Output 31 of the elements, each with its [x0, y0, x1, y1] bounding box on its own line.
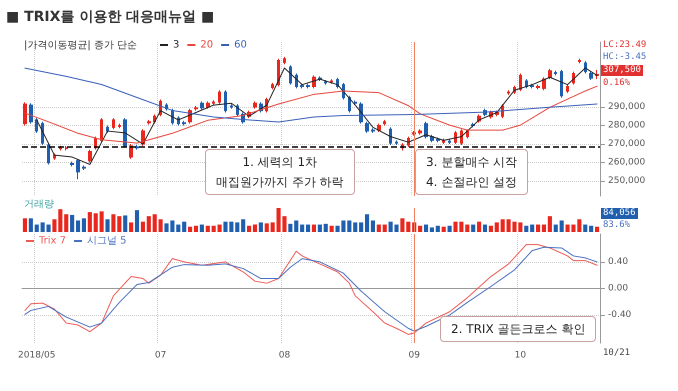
- annotation: 3. 분할매수 시작 4. 손절라인 설정: [415, 149, 528, 195]
- annotation: 2. TRIX 골든크로스 확인: [440, 316, 596, 342]
- legend-label: Trix 7: [38, 236, 66, 246]
- legend-label: 60: [234, 40, 247, 50]
- text: 307,500: [601, 65, 643, 76]
- chart-subtitle: |가격이동평균| 종가 단순: [24, 39, 138, 52]
- x-tick-label: 07: [154, 350, 166, 360]
- y-tick-label: -0.40: [608, 310, 632, 320]
- y-tick-label: 290,000: [608, 102, 646, 112]
- y-tick-label: 280,000: [608, 120, 646, 130]
- text: 0.16%: [603, 78, 630, 89]
- y-tick-label: 0.40: [608, 256, 628, 267]
- text: HC:-3.45: [603, 52, 646, 63]
- text: LC:23.49: [603, 40, 646, 51]
- chart-title: 거래량: [24, 198, 54, 211]
- legend-label: 20: [200, 40, 214, 50]
- chart-title: ■ TRIX를 이용한 대응매뉴얼 ■: [6, 8, 214, 26]
- y-tick-label: 0.00: [608, 284, 628, 294]
- legend-label: 시그널 5: [86, 236, 127, 246]
- x-tick-label: 09: [408, 350, 420, 360]
- legend-label: 3: [173, 40, 180, 50]
- text: 83.6%: [603, 220, 630, 231]
- y-tick-label: 250,000: [608, 176, 646, 186]
- x-tick-label: 10: [514, 350, 526, 360]
- annotation: 1. 세력의 1차 매집원가까지 주가 하락: [205, 149, 355, 195]
- x-tick-label: 08: [278, 350, 290, 360]
- x-tick-label: 2018/05: [18, 350, 56, 360]
- text: 84,056: [601, 208, 638, 219]
- text: 10/21: [603, 348, 630, 359]
- y-tick-label: 260,000: [608, 158, 646, 168]
- y-tick-label: 270,000: [608, 139, 646, 150]
